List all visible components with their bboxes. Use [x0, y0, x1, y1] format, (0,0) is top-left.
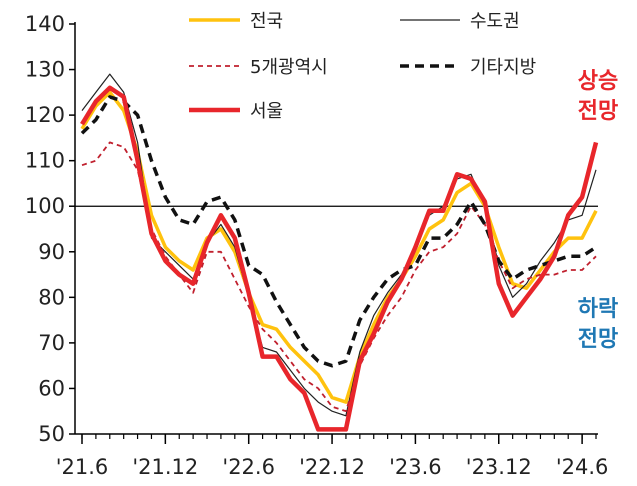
series-layer — [80, 73, 599, 432]
legend-label: 전국 — [250, 11, 283, 32]
series-line-수도권 — [81, 73, 597, 417]
x-tick-label: '24.6 — [556, 455, 609, 479]
axis-layer: 50 60 70 80 90 100 110 120 130 140 '21.6 '21.12 '22.… — [25, 12, 608, 479]
y-tick-label: 140 — [25, 12, 65, 36]
x-tick-label: '22.12 — [299, 455, 365, 479]
y-tick-label: 70 — [38, 331, 65, 355]
y-tick-label: 100 — [25, 194, 65, 218]
legend-label: 5개광역시 — [250, 57, 328, 78]
y-tick-label: 120 — [25, 103, 65, 127]
x-tick-label: '21.12 — [132, 455, 198, 479]
y-tick-label: 60 — [38, 376, 65, 400]
annotation-label: 하락 — [578, 297, 618, 322]
series-line-기타지방 — [80, 95, 597, 368]
y-tick-label: 130 — [25, 58, 65, 82]
y-tick-label: 90 — [38, 240, 65, 264]
legend-label: 수도권 — [470, 11, 520, 32]
series-line-5개광역시 — [81, 141, 597, 413]
x-tick-label: '22.6 — [222, 455, 275, 479]
series-line-서울 — [80, 85, 599, 432]
x-tick-label: '23.12 — [466, 455, 532, 479]
legend-label: 기타지방 — [470, 57, 536, 78]
annotation-label: 전망 — [578, 99, 618, 124]
y-tick-label: 110 — [25, 149, 65, 173]
annotation-label: 전망 — [578, 327, 618, 352]
x-tick-label: '23.6 — [389, 455, 442, 479]
x-tick-label: '21.6 — [56, 455, 109, 479]
annotation-label: 상승 — [578, 69, 618, 94]
y-tick-label: 50 — [38, 422, 65, 446]
legend-label: 서울 — [250, 101, 283, 122]
y-tick-label: 80 — [38, 285, 65, 309]
